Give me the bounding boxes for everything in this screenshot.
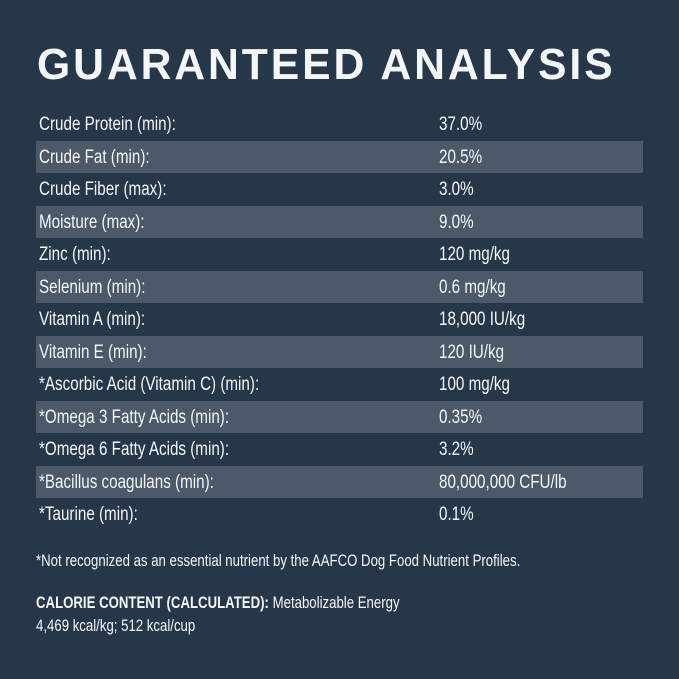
table-row: *Omega 6 Fatty Acids (min): 3.2% — [36, 433, 643, 466]
calorie-heading: CALORIE CONTENT (CALCULATED): — [36, 594, 269, 612]
calorie-content: CALORIE CONTENT (CALCULATED): Metaboliza… — [36, 592, 400, 638]
table-row: Crude Protein (min): 37.0% — [36, 108, 643, 141]
nutrient-value: 120 IU/kg — [439, 341, 505, 363]
nutrient-value: 0.6 mg/kg — [439, 276, 506, 298]
table-row: *Bacillus coagulans (min): 80,000,000 CFU… — [36, 465, 643, 498]
nutrient-label: *Taurine (min): — [39, 504, 138, 525]
nutrient-value: 120 mg/kg — [439, 244, 510, 265]
table-row: Vitamin E (min): 120 IU/kg — [36, 335, 643, 368]
nutrient-label: *Omega 6 Fatty Acids (min): — [39, 439, 230, 460]
table-row: Crude Fiber (max): 3.0% — [36, 173, 643, 206]
page-title: GUARANTEED ANALYSIS — [37, 40, 616, 89]
analysis-table: Crude Protein (min): 37.0% Crude Fat (min)… — [36, 108, 643, 531]
calorie-text: Metabolizable Energy — [268, 594, 400, 612]
table-row: Vitamin A (min): 18,000 IU/kg — [36, 303, 643, 336]
nutrient-value: 18,000 IU/kg — [439, 309, 526, 330]
nutrient-label: *Bacillus coagulans (min): — [39, 471, 214, 493]
nutrient-value: 37.0% — [439, 114, 483, 135]
nutrient-value: 100 mg/kg — [439, 374, 510, 395]
nutrient-label: Selenium (min): — [39, 276, 146, 298]
nutrient-label: *Ascorbic Acid (Vitamin C) (min): — [39, 374, 260, 395]
table-row: *Taurine (min): 0.1% — [36, 498, 643, 531]
nutrient-value: 20.5% — [439, 146, 483, 168]
footnote: *Not recognized as an essential nutrient… — [36, 552, 521, 570]
table-row: Crude Fat (min): 20.5% — [36, 140, 643, 173]
nutrient-label: *Omega 3 Fatty Acids (min): — [39, 406, 230, 428]
nutrient-label: Moisture (max): — [39, 211, 145, 233]
nutrient-value: 3.2% — [439, 439, 474, 460]
table-row: Zinc (min): 120 mg/kg — [36, 238, 643, 271]
nutrient-value: 9.0% — [439, 211, 474, 233]
table-row: Moisture (max): 9.0% — [36, 205, 643, 238]
nutrient-value: 80,000,000 CFU/lb — [439, 471, 567, 493]
nutrient-label: Crude Protein (min): — [39, 114, 176, 135]
nutrient-label: Crude Fiber (max): — [39, 179, 167, 200]
nutrient-label: Crude Fat (min): — [39, 146, 150, 168]
nutrient-value: 0.35% — [439, 406, 483, 428]
table-row: *Ascorbic Acid (Vitamin C) (min): 100 mg/… — [36, 368, 643, 401]
table-row: Selenium (min): 0.6 mg/kg — [36, 270, 643, 303]
calorie-values: 4,469 kcal/kg; 512 kcal/cup — [36, 617, 196, 635]
nutrient-label: Vitamin E (min): — [39, 341, 147, 363]
nutrient-value: 0.1% — [439, 504, 474, 525]
table-row: *Omega 3 Fatty Acids (min): 0.35% — [36, 400, 643, 433]
nutrient-value: 3.0% — [439, 179, 474, 200]
nutrient-label: Zinc (min): — [39, 244, 111, 265]
nutrient-label: Vitamin A (min): — [39, 309, 146, 330]
